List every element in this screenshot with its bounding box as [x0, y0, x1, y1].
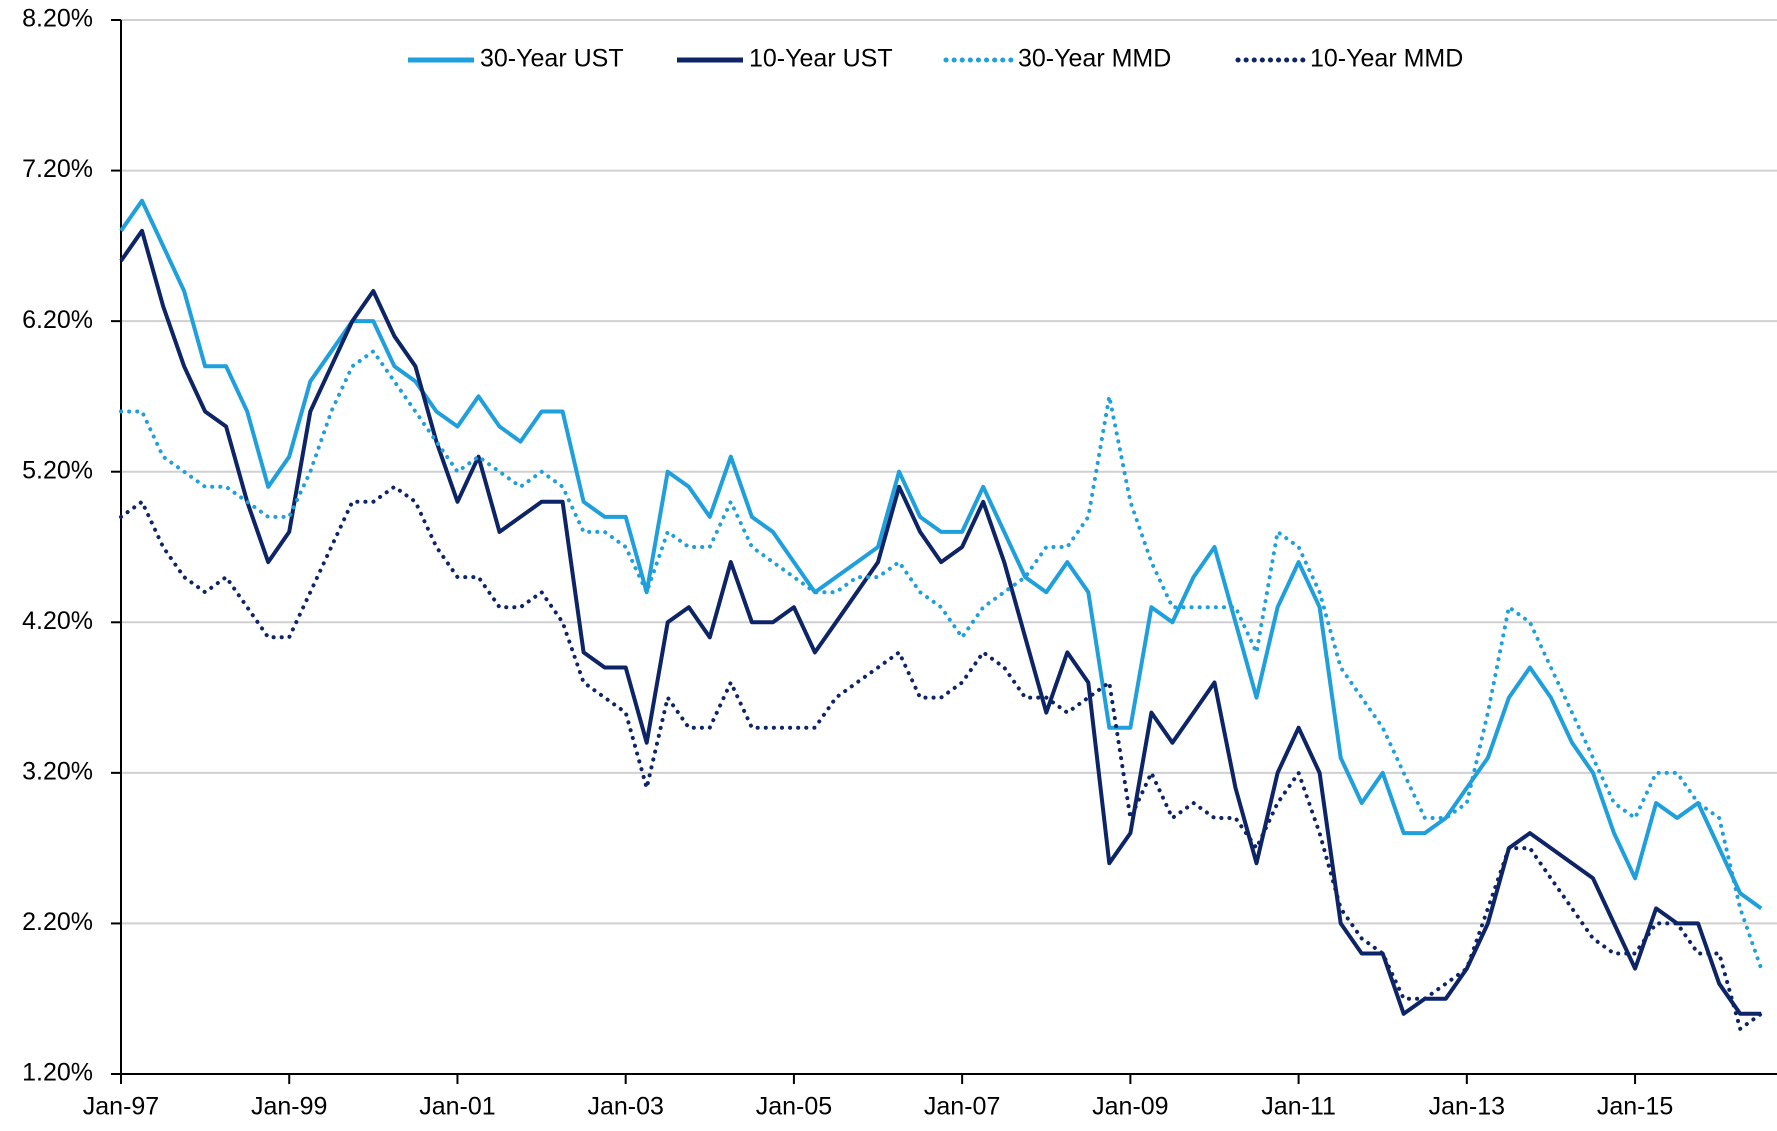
- y-tick-label: 4.20%: [22, 607, 93, 635]
- series-line: [119, 484, 1764, 1031]
- y-tick-label: 7.20%: [22, 155, 93, 183]
- y-tick-label: 2.20%: [22, 908, 93, 936]
- x-tick-label: Jan-05: [756, 1093, 832, 1121]
- series-line: [119, 349, 1764, 971]
- y-tick-label: 3.20%: [22, 757, 93, 785]
- x-tick-label: Jan-09: [1092, 1093, 1168, 1121]
- x-tick-label: Jan-13: [1429, 1093, 1505, 1121]
- x-tick-label: Jan-07: [924, 1093, 1000, 1121]
- legend-label: 30-Year UST: [480, 45, 624, 73]
- y-tick-label: 6.20%: [22, 306, 93, 334]
- x-tick-label: Jan-03: [587, 1093, 663, 1121]
- series-line: [119, 198, 1763, 911]
- x-tick-label: Jan-99: [251, 1093, 327, 1121]
- x-tick-label: Jan-11: [1261, 1093, 1336, 1121]
- y-tick-label: 5.20%: [22, 456, 93, 484]
- x-tick-label: Jan-97: [83, 1093, 159, 1121]
- legend-label: 10-Year MMD: [1310, 45, 1463, 73]
- series-line: [119, 228, 1762, 1016]
- legend-label: 30-Year MMD: [1018, 45, 1171, 73]
- y-tick-label: 1.20%: [22, 1059, 93, 1087]
- y-tick-label: 8.20%: [22, 5, 93, 33]
- x-tick-label: Jan-15: [1597, 1093, 1673, 1121]
- x-tick-label: Jan-01: [419, 1093, 495, 1121]
- legend-label: 10-Year UST: [749, 45, 893, 73]
